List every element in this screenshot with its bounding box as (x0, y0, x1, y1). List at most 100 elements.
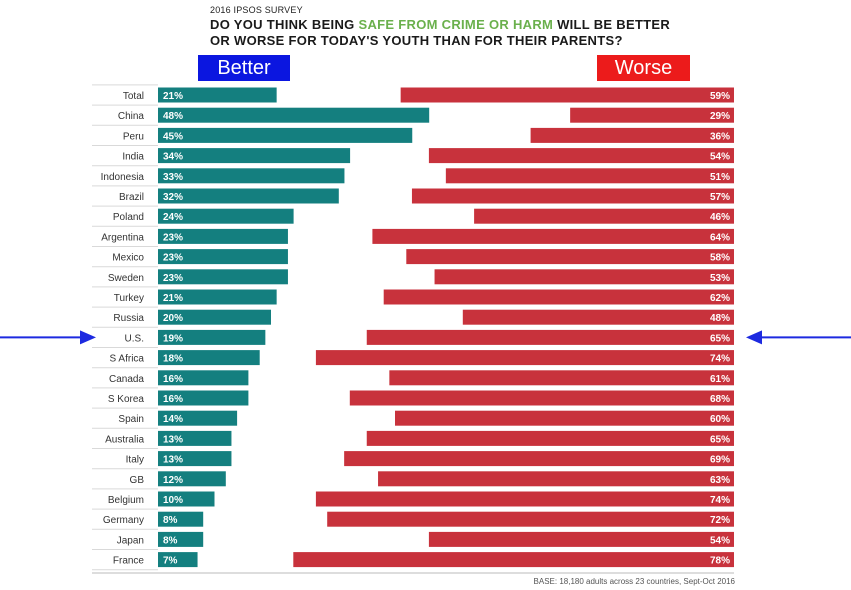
better-value-label: 33% (163, 172, 183, 183)
worse-value-label: 54% (710, 535, 730, 546)
category-label: Argentina (101, 232, 144, 243)
worse-value-label: 51% (710, 172, 730, 183)
better-bar (158, 471, 226, 487)
category-label: S Korea (108, 394, 145, 405)
worse-value-label: 69% (710, 455, 730, 466)
better-value-label: 13% (163, 455, 183, 466)
better-bar (158, 148, 351, 164)
better-value-label: 14% (163, 414, 183, 425)
better-bar (158, 107, 430, 123)
worse-bar (389, 370, 734, 386)
better-bar (158, 491, 215, 507)
worse-bar (406, 249, 734, 265)
category-label: Canada (109, 374, 144, 385)
better-bar (158, 410, 238, 426)
worse-bar (434, 269, 734, 285)
worse-value-label: 57% (710, 192, 730, 203)
better-bar (158, 390, 249, 406)
worse-bar (428, 531, 734, 547)
worse-value-label: 63% (710, 475, 730, 486)
category-label: Italy (126, 455, 144, 466)
category-label: Indonesia (101, 172, 145, 183)
better-value-label: 23% (163, 273, 183, 284)
worse-bar (445, 168, 734, 184)
category-label: Mexico (112, 253, 144, 264)
worse-value-label: 61% (710, 374, 730, 385)
category-label: China (118, 111, 145, 122)
worse-value-label: 78% (710, 556, 730, 567)
category-label: Brazil (119, 192, 144, 203)
better-bar (158, 188, 339, 204)
worse-bar (366, 329, 734, 345)
better-bar (158, 127, 413, 143)
worse-value-label: 65% (710, 434, 730, 445)
category-label: Australia (105, 434, 144, 445)
category-label: Russia (113, 313, 144, 324)
better-value-label: 32% (163, 192, 183, 203)
category-label: Poland (113, 212, 144, 223)
worse-bar (378, 471, 734, 487)
worse-value-label: 53% (710, 273, 730, 284)
worse-value-label: 64% (710, 232, 730, 243)
better-value-label: 12% (163, 475, 183, 486)
better-bar (158, 269, 288, 285)
better-bar (158, 309, 271, 325)
worse-value-label: 62% (710, 293, 730, 304)
worse-value-label: 46% (710, 212, 730, 223)
better-bar (158, 370, 249, 386)
worse-value-label: 36% (710, 131, 730, 142)
better-bar (158, 208, 294, 224)
worse-bar (327, 511, 734, 527)
category-label: Total (123, 91, 144, 102)
better-value-label: 16% (163, 394, 183, 405)
better-value-label: 19% (163, 333, 183, 344)
worse-value-label: 74% (710, 495, 730, 506)
worse-bar (462, 309, 734, 325)
worse-bar (315, 491, 734, 507)
category-label: S Africa (110, 354, 145, 365)
category-label: Peru (123, 131, 144, 142)
category-label: Spain (118, 414, 144, 425)
worse-bar (372, 228, 734, 244)
worse-value-label: 60% (710, 414, 730, 425)
better-bar (158, 228, 288, 244)
title-text-highlight: SAFE FROM CRIME OR HARM (358, 17, 554, 32)
worse-bar (411, 188, 734, 204)
better-bar (158, 430, 232, 446)
better-bar (158, 552, 198, 568)
category-label: India (122, 152, 144, 163)
better-bar (158, 531, 204, 547)
worse-bar (349, 390, 734, 406)
better-value-label: 7% (163, 556, 178, 567)
category-label: GB (130, 475, 145, 486)
worse-value-label: 48% (710, 313, 730, 324)
highlight-arrowhead-right (746, 330, 762, 345)
base-note: BASE: 18,180 adults across 23 countries,… (533, 577, 735, 586)
title-text-post: WILL BE BETTER (553, 17, 671, 32)
worse-value-label: 58% (710, 253, 730, 264)
worse-value-label: 72% (710, 515, 730, 526)
worse-bar (530, 127, 734, 143)
worse-bar (474, 208, 734, 224)
better-bar (158, 451, 232, 467)
better-bar (158, 350, 260, 366)
worse-value-label: 74% (710, 354, 730, 365)
better-value-label: 21% (163, 91, 183, 102)
category-label: U.S. (125, 333, 144, 344)
category-label: Turkey (114, 293, 144, 304)
worse-value-label: 59% (710, 91, 730, 102)
worse-bar (344, 451, 734, 467)
category-label: Sweden (108, 273, 144, 284)
highlight-arrowhead-left (80, 330, 96, 345)
better-value-label: 16% (163, 374, 183, 385)
better-value-label: 45% (163, 131, 183, 142)
better-value-label: 23% (163, 232, 183, 243)
worse-value-label: 29% (710, 111, 730, 122)
worse-bar (366, 430, 734, 446)
worse-bar (293, 552, 734, 568)
worse-bar (570, 107, 734, 123)
better-bar (158, 87, 277, 103)
better-value-label: 10% (163, 495, 183, 506)
survey-label: 2016 IPSOS SURVEY (210, 5, 303, 15)
